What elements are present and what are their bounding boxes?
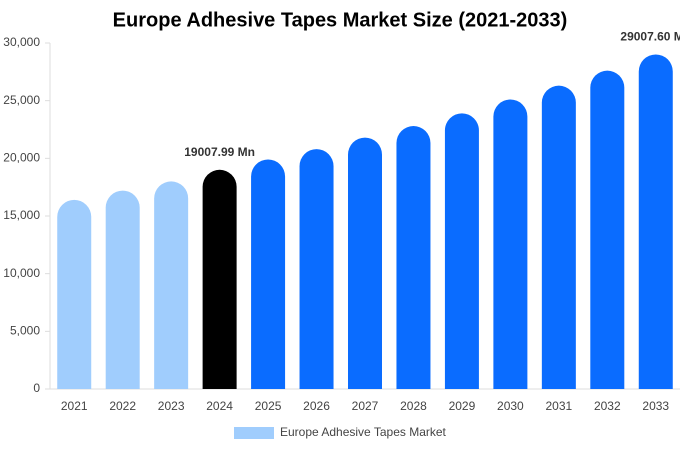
y-tick-label: 20,000 [3,151,40,165]
bar [348,137,382,389]
bar [638,54,673,389]
y-tick-label: 10,000 [3,266,40,280]
x-tick-label: 2023 [158,399,185,413]
x-tick-label: 2033 [642,399,669,413]
bar [105,190,140,389]
bar [590,70,625,390]
bar [251,159,286,389]
value-label: 29007.60 Mn [620,30,680,44]
x-tick-label: 2028 [400,399,427,413]
x-tick-label: 2024 [206,399,233,413]
legend-swatch [234,427,274,439]
x-tick-label: 2032 [594,399,621,413]
legend-label: Europe Adhesive Tapes Market [280,425,447,439]
x-tick-label: 2030 [497,399,524,413]
bar [541,85,576,389]
bar [299,149,334,389]
bar [444,113,479,390]
bar [493,99,528,389]
x-tick-label: 2026 [303,399,330,413]
x-tick-label: 2021 [61,399,88,413]
y-tick-label: 30,000 [3,35,40,49]
x-tick-label: 2031 [545,399,572,413]
chart-title: Europe Adhesive Tapes Market Size (2021-… [113,9,568,31]
x-tick-label: 2022 [109,399,136,413]
bar [396,126,431,390]
y-tick-label: 25,000 [3,93,40,107]
x-tick-label: 2029 [449,399,476,413]
bar [202,169,237,389]
bar [154,181,189,389]
value-label: 19007.99 Mn [184,145,255,159]
y-tick-label: 15,000 [3,208,40,222]
y-tick-label: 5,000 [10,324,40,338]
x-tick-label: 2027 [352,399,379,413]
y-tick-label: 0 [33,381,40,395]
bar [57,199,92,389]
x-tick-label: 2025 [255,399,282,413]
